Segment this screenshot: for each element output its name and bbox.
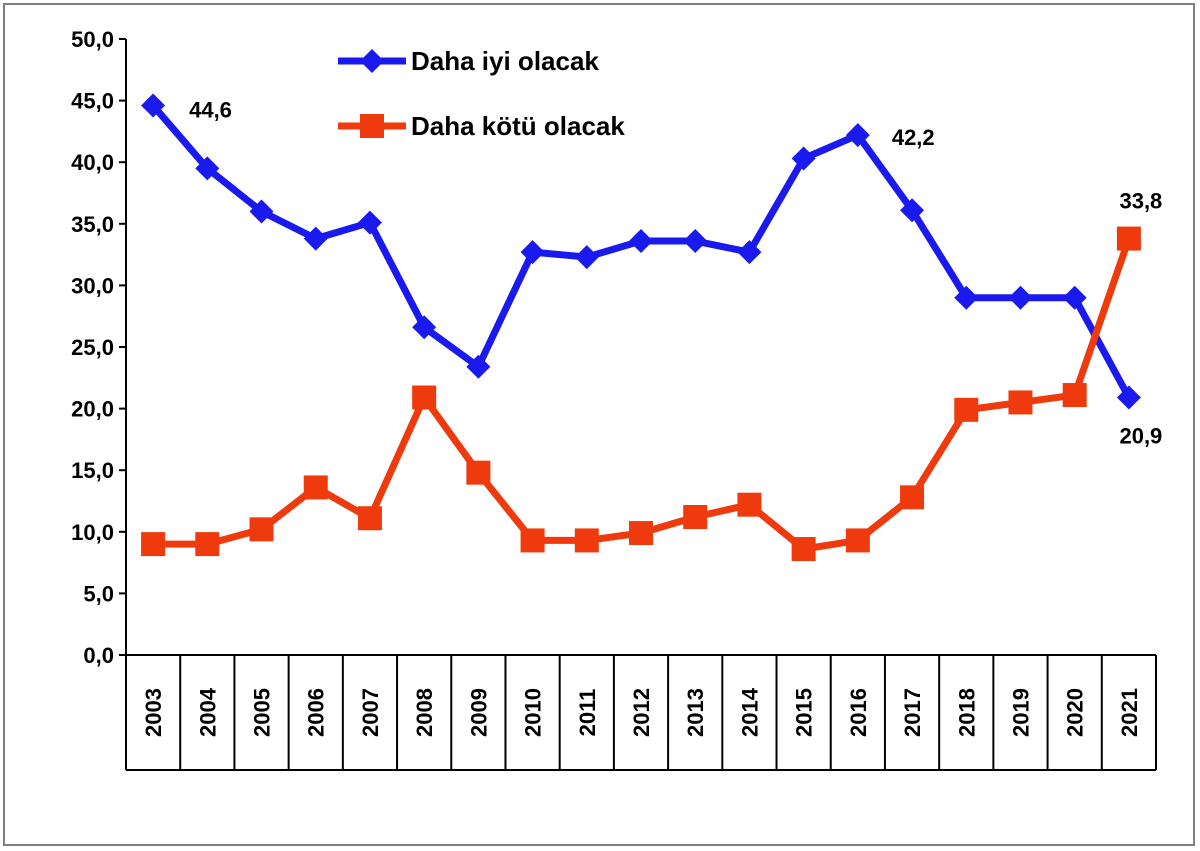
data-point-diamond bbox=[791, 146, 816, 171]
data-point-square bbox=[845, 528, 870, 553]
data-point-square bbox=[249, 517, 274, 542]
chart-frame: 0,0 5,0 10,0 15,0 20,0 25,0 30,0 35,0 40,0 45,0 50… bbox=[3, 3, 1195, 846]
data-label: 33,8 bbox=[1119, 189, 1162, 214]
data-point-square bbox=[954, 397, 979, 422]
data-point-diamond bbox=[1116, 385, 1141, 410]
legend-marker-square bbox=[360, 114, 384, 138]
x-tick-label: 2017 bbox=[900, 688, 925, 737]
x-tick-label: 2020 bbox=[1063, 688, 1088, 737]
data-point-square bbox=[141, 532, 166, 557]
data-point-square bbox=[466, 460, 491, 485]
data-point-diamond bbox=[303, 226, 328, 251]
data-point-diamond bbox=[574, 245, 599, 270]
data-labels: 44,6 42,2 20,9 33,8 bbox=[189, 98, 1162, 449]
data-point-square bbox=[1008, 390, 1033, 415]
x-tick-label: 2005 bbox=[250, 688, 275, 737]
data-point-diamond bbox=[249, 199, 274, 224]
legend-marker-diamond bbox=[360, 49, 384, 73]
data-label: 42,2 bbox=[892, 125, 935, 150]
data-label: 44,6 bbox=[189, 98, 232, 123]
y-tick-label: 0,0 bbox=[83, 643, 114, 668]
data-point-diamond bbox=[954, 285, 979, 310]
data-point-diamond bbox=[737, 240, 762, 265]
data-point-diamond bbox=[357, 210, 382, 235]
data-point-diamond bbox=[195, 156, 220, 181]
data-point-square bbox=[791, 537, 816, 562]
data-point-square bbox=[303, 475, 328, 500]
y-tick-label: 25,0 bbox=[71, 335, 114, 360]
data-point-diamond bbox=[412, 315, 437, 340]
y-tick-label: 20,0 bbox=[71, 397, 114, 422]
y-tick-label: 40,0 bbox=[71, 150, 114, 175]
data-point-diamond bbox=[520, 240, 545, 265]
y-tick-label: 45,0 bbox=[71, 89, 114, 114]
data-point-square bbox=[737, 492, 762, 517]
x-tick-label: 2015 bbox=[792, 688, 817, 737]
data-point-square bbox=[195, 532, 220, 557]
y-tick-label: 50,0 bbox=[71, 27, 114, 52]
data-point-diamond bbox=[1062, 285, 1087, 310]
data-point-diamond bbox=[1008, 285, 1033, 310]
x-tick-label: 2010 bbox=[521, 688, 546, 737]
x-tick-label: 2021 bbox=[1117, 688, 1142, 737]
x-tick-label: 2003 bbox=[141, 688, 166, 737]
x-tick-label: 2019 bbox=[1008, 688, 1033, 737]
x-tick-label: 2018 bbox=[954, 688, 979, 737]
axes: 0,0 5,0 10,0 15,0 20,0 25,0 30,0 35,0 40,0 45,0 50… bbox=[71, 27, 1157, 771]
legend: Daha iyi olacak Daha kötü olacak bbox=[338, 46, 625, 141]
x-tick-label: 2016 bbox=[846, 688, 871, 737]
y-tick-label: 10,0 bbox=[71, 520, 114, 545]
data-point-square bbox=[574, 528, 599, 553]
series-layer bbox=[141, 93, 1141, 562]
data-point-diamond bbox=[466, 354, 491, 379]
data-point-diamond bbox=[629, 229, 653, 254]
x-tick-label: 2011 bbox=[575, 689, 600, 737]
y-tick-label: 30,0 bbox=[71, 273, 114, 298]
legend-label: Daha iyi olacak bbox=[411, 46, 599, 76]
data-point-diamond bbox=[900, 198, 925, 223]
line-chart: 0,0 5,0 10,0 15,0 20,0 25,0 30,0 35,0 40,0 45,0 50… bbox=[71, 27, 1162, 771]
data-point-diamond bbox=[141, 93, 166, 118]
x-tick-label: 2009 bbox=[466, 688, 491, 737]
x-tick-label: 2012 bbox=[629, 688, 654, 737]
y-tick-label: 15,0 bbox=[71, 458, 114, 483]
series-line-1 bbox=[153, 237, 1133, 553]
x-tick-label: 2004 bbox=[195, 687, 220, 737]
data-point-square bbox=[683, 505, 708, 530]
data-point-diamond bbox=[683, 229, 708, 254]
legend-label: Daha kötü olacak bbox=[411, 111, 625, 141]
x-tick-label: 2007 bbox=[358, 688, 383, 737]
data-label: 20,9 bbox=[1119, 424, 1162, 449]
data-point-square bbox=[1116, 226, 1141, 251]
x-tick-label: 2013 bbox=[683, 688, 708, 737]
data-point-square bbox=[357, 506, 382, 531]
data-point-square bbox=[412, 385, 437, 410]
data-point-square bbox=[629, 521, 653, 546]
data-point-square bbox=[1062, 383, 1087, 408]
x-tick-label: 2006 bbox=[304, 688, 329, 737]
y-tick-label: 5,0 bbox=[83, 581, 114, 606]
x-tick-label: 2008 bbox=[412, 688, 437, 737]
data-point-square bbox=[520, 528, 545, 553]
y-tick-label: 35,0 bbox=[71, 212, 114, 237]
x-tick-label: 2014 bbox=[737, 687, 762, 737]
data-point-square bbox=[900, 485, 925, 510]
